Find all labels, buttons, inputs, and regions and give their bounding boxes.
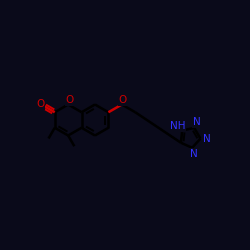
- Text: O: O: [37, 100, 45, 110]
- Text: O: O: [118, 95, 127, 105]
- Text: N: N: [203, 134, 210, 144]
- Text: O: O: [65, 95, 74, 105]
- Text: NH: NH: [170, 121, 185, 131]
- Text: N: N: [190, 149, 197, 159]
- Text: N: N: [193, 117, 201, 127]
